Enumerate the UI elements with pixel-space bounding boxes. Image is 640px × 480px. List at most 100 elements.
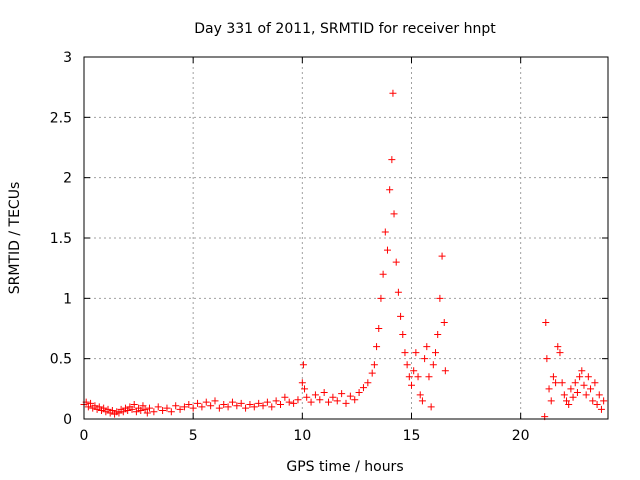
data-point xyxy=(543,355,551,363)
data-point xyxy=(441,367,449,375)
data-point xyxy=(259,402,267,410)
data-point xyxy=(416,391,424,399)
data-point xyxy=(597,405,605,413)
data-point xyxy=(316,396,324,404)
data-point xyxy=(355,388,363,396)
axis-tick-labels: 0 5 10 15 20 0 0.5 1 1.5 2 2.5 3 xyxy=(50,50,530,444)
data-point xyxy=(104,405,112,413)
y-tick-label: 1 xyxy=(63,291,72,307)
data-point xyxy=(429,361,437,369)
data-point xyxy=(108,407,116,415)
data-point xyxy=(584,373,592,381)
data-point xyxy=(299,361,307,369)
data-point xyxy=(139,402,147,410)
data-point xyxy=(242,404,250,412)
data-point xyxy=(412,349,420,357)
data-point xyxy=(377,294,385,302)
data-point xyxy=(547,397,555,405)
data-point xyxy=(84,403,92,411)
y-tick-label: 1.5 xyxy=(50,231,72,247)
x-tick-label: 15 xyxy=(403,428,421,444)
data-point xyxy=(100,404,108,412)
data-point xyxy=(600,397,608,405)
data-point xyxy=(381,228,389,236)
data-point xyxy=(580,381,588,389)
data-point xyxy=(281,393,289,401)
x-tick-label: 10 xyxy=(293,428,311,444)
data-point xyxy=(307,398,315,406)
data-point xyxy=(569,393,577,401)
data-point xyxy=(311,391,319,399)
data-point xyxy=(549,373,557,381)
data-point xyxy=(163,404,171,412)
data-point xyxy=(325,398,333,406)
y-tick-label: 0 xyxy=(63,412,72,428)
data-point xyxy=(294,396,302,404)
data-point xyxy=(130,401,138,409)
x-axis-label: GPS time / hours xyxy=(286,459,403,475)
data-point xyxy=(207,402,215,410)
data-point xyxy=(364,379,372,387)
data-point xyxy=(595,391,603,399)
data-point xyxy=(185,401,193,409)
data-point xyxy=(408,381,415,389)
data-point xyxy=(414,373,422,381)
data-point xyxy=(587,385,595,393)
data-point xyxy=(383,246,391,254)
data-point xyxy=(563,397,571,405)
data-point xyxy=(132,408,140,416)
data-point xyxy=(578,367,586,375)
data-point xyxy=(423,343,431,351)
data-point xyxy=(228,398,236,406)
data-point xyxy=(342,399,350,407)
data-point xyxy=(143,409,151,417)
axis-ticks xyxy=(83,56,608,420)
data-point xyxy=(351,396,359,404)
data-point xyxy=(338,390,346,398)
data-point xyxy=(303,393,311,401)
data-point xyxy=(263,398,271,406)
data-point xyxy=(582,391,590,399)
data-point xyxy=(410,367,418,375)
data-point xyxy=(425,373,433,381)
data-point xyxy=(194,399,202,407)
data-point xyxy=(329,393,337,401)
data-point xyxy=(440,318,448,326)
x-tick-label: 20 xyxy=(512,428,530,444)
data-point xyxy=(301,385,309,393)
data-point xyxy=(87,399,95,407)
data-point xyxy=(436,294,444,302)
data-point xyxy=(571,379,579,387)
data-point xyxy=(176,405,184,413)
data-point xyxy=(172,402,180,410)
data-point xyxy=(403,361,411,369)
data-point xyxy=(418,397,426,405)
data-point xyxy=(434,331,442,339)
data-point xyxy=(128,405,136,413)
data-point xyxy=(542,318,550,326)
data-point xyxy=(388,156,396,164)
data-point xyxy=(124,407,132,415)
data-point xyxy=(558,379,566,387)
data-point xyxy=(180,403,188,411)
data-point xyxy=(119,408,127,416)
data-point xyxy=(573,388,581,396)
data-point xyxy=(576,373,584,381)
data-point xyxy=(154,403,162,411)
data-point xyxy=(189,404,197,412)
y-tick-label: 3 xyxy=(63,50,72,66)
x-tick-label: 0 xyxy=(80,428,89,444)
data-point xyxy=(554,343,562,351)
data-point xyxy=(211,397,219,405)
data-point xyxy=(373,343,381,351)
data-point xyxy=(368,369,376,377)
data-point xyxy=(386,186,394,194)
data-point xyxy=(346,392,354,400)
data-point xyxy=(421,355,429,363)
data-point xyxy=(565,401,573,409)
data-point xyxy=(432,349,440,357)
data-point xyxy=(167,408,175,416)
data-point xyxy=(375,325,383,332)
data-point xyxy=(272,397,280,405)
